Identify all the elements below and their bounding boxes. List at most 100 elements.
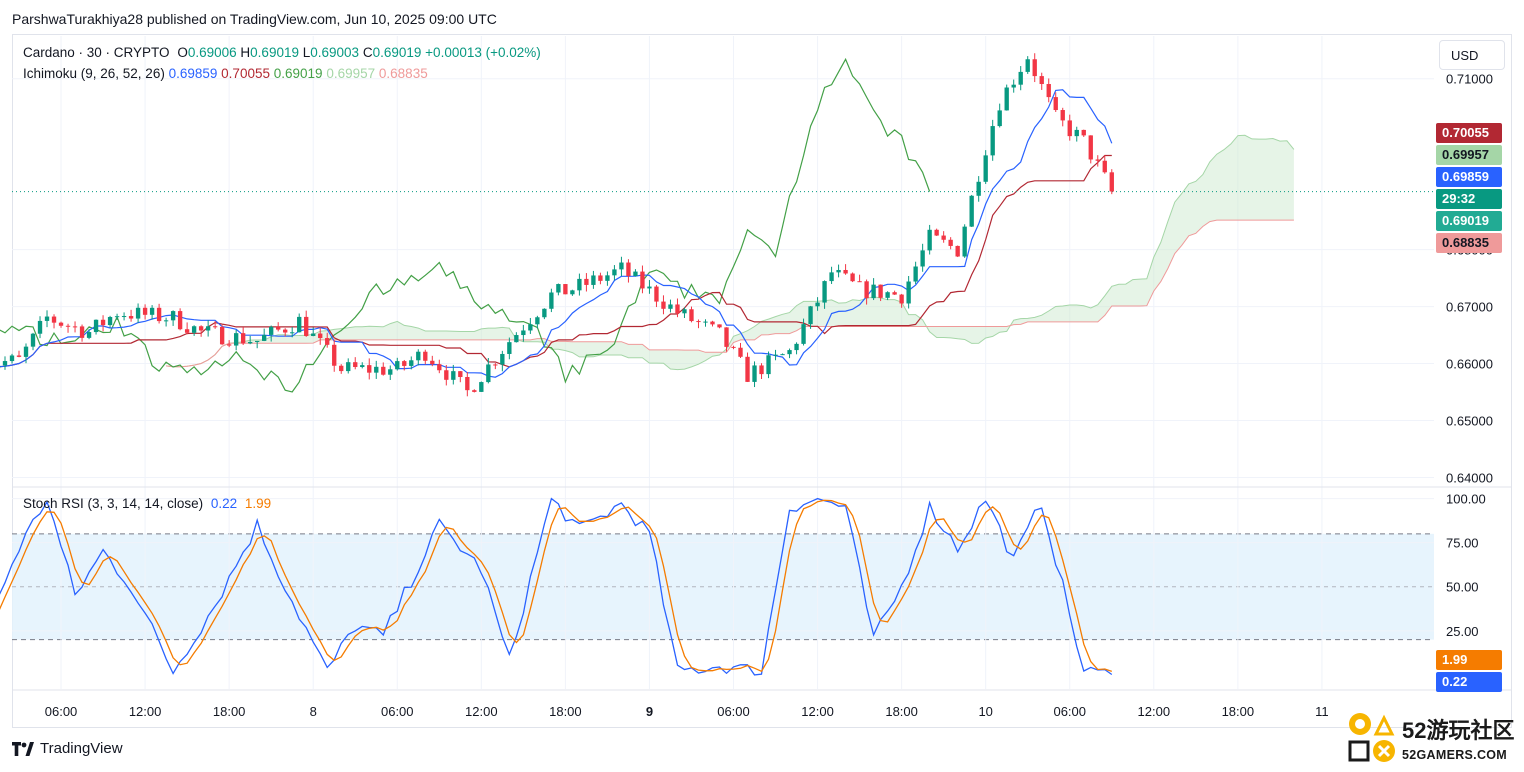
candle [710,320,715,327]
candle [79,324,85,342]
candle [290,327,295,338]
candle [37,316,43,339]
candle [486,358,491,384]
ichimoku-conversion-value: 0.69859 [168,66,218,81]
candle [794,342,799,355]
candle [353,357,358,370]
candle [479,381,484,392]
price-tick-label: 0.66000 [1446,357,1493,372]
candle [899,293,904,308]
candle [1025,56,1030,74]
currency-button[interactable]: USD [1439,40,1505,70]
candle [703,319,708,327]
time-tick-label: 12:00 [1138,704,1171,719]
candle [163,317,169,327]
price-tick-label: 0.65000 [1446,413,1493,428]
price-axis[interactable]: 0.710000.680000.670000.660000.650000.640… [1446,72,1493,639]
candle [549,288,554,313]
time-tick-label: 06:00 [1053,704,1086,719]
candle [325,332,330,348]
ichimoku-name[interactable]: Ichimoku (9, 26, 52, 26) [23,66,165,81]
ichimoku-leadb-value: 0.68835 [378,66,428,81]
candle [584,273,589,292]
candle [766,351,771,379]
time-tick-label: 10 [978,704,992,719]
price-tag: 0.68835 [1436,232,1502,253]
low-label: L [302,45,311,60]
stoch-legend[interactable]: Stoch RSI (3, 3, 14, 14, close) 0.22 1.9… [23,496,271,511]
base-line [0,154,1112,368]
time-tick-label: 18:00 [885,704,918,719]
chart-frame[interactable] [12,34,1512,728]
watermark-triangle-icon [1373,714,1395,736]
candle [892,290,897,295]
candle [1011,79,1016,93]
price-tag: 0.69019 [1436,210,1502,231]
tradingview-logo-icon [12,741,34,756]
candle [493,363,498,370]
candle [605,271,610,286]
candle [451,364,456,385]
candle [402,359,407,371]
candle [724,327,729,352]
candle [815,297,820,311]
candle [927,224,932,255]
candle [962,224,967,258]
symbol-legend[interactable]: Cardano · 30 · CRYPTO O0.69006 H0.69019 … [23,45,541,60]
candle [86,329,92,340]
price-tag: 29:32 [1436,188,1502,209]
symbol-name[interactable]: Cardano · 30 · CRYPTO [23,45,170,60]
candle [1081,129,1086,137]
watermark-url-text: 52GAMERS.COM [1402,748,1507,762]
candle [591,270,596,289]
price-tick-label: 0.67000 [1446,300,1493,315]
candle [878,284,883,302]
close-value: 0.69019 [372,45,422,60]
candle [1032,53,1037,83]
footer-brand[interactable]: TradingView [12,740,123,757]
candle [668,299,673,313]
candle [1074,126,1079,142]
ichimoku-legend[interactable]: Ichimoku (9, 26, 52, 26) 0.69859 0.70055… [23,66,428,81]
time-tick-label: 06:00 [717,704,750,719]
candle [367,358,372,380]
time-axis[interactable]: 06:00 12:00 18:00 8 06:00 12:00 18:00 9 06:00 12:… [45,704,1329,719]
stoch-k-value: 0.22 [210,496,238,511]
candle [535,315,540,329]
candle [346,358,351,374]
candle [374,360,379,379]
candle [247,335,253,345]
candle [430,355,435,367]
candle [871,278,876,301]
candle [570,289,575,296]
candle [121,312,127,321]
candle [9,353,15,364]
candle [409,356,414,370]
candle [759,363,764,379]
candle [156,303,162,324]
candle [542,308,547,320]
candle [682,307,687,318]
candle [1109,169,1114,195]
candle [808,305,813,329]
candle [934,228,939,236]
candle [212,321,218,329]
candle [906,275,911,309]
candle [829,266,834,284]
stoch-name[interactable]: Stoch RSI (3, 3, 14, 14, close) [23,496,204,511]
candle [500,350,505,372]
candle [93,319,99,335]
candle [240,327,246,345]
candle [836,264,841,278]
candle [521,324,526,342]
candle [969,194,974,227]
candle [444,364,449,386]
candle [198,325,204,337]
candle [2,356,8,370]
candle [128,309,134,322]
candle [1018,66,1023,91]
candle [437,359,442,374]
candle [661,295,666,315]
price-tick-label: 0.64000 [1446,470,1493,485]
